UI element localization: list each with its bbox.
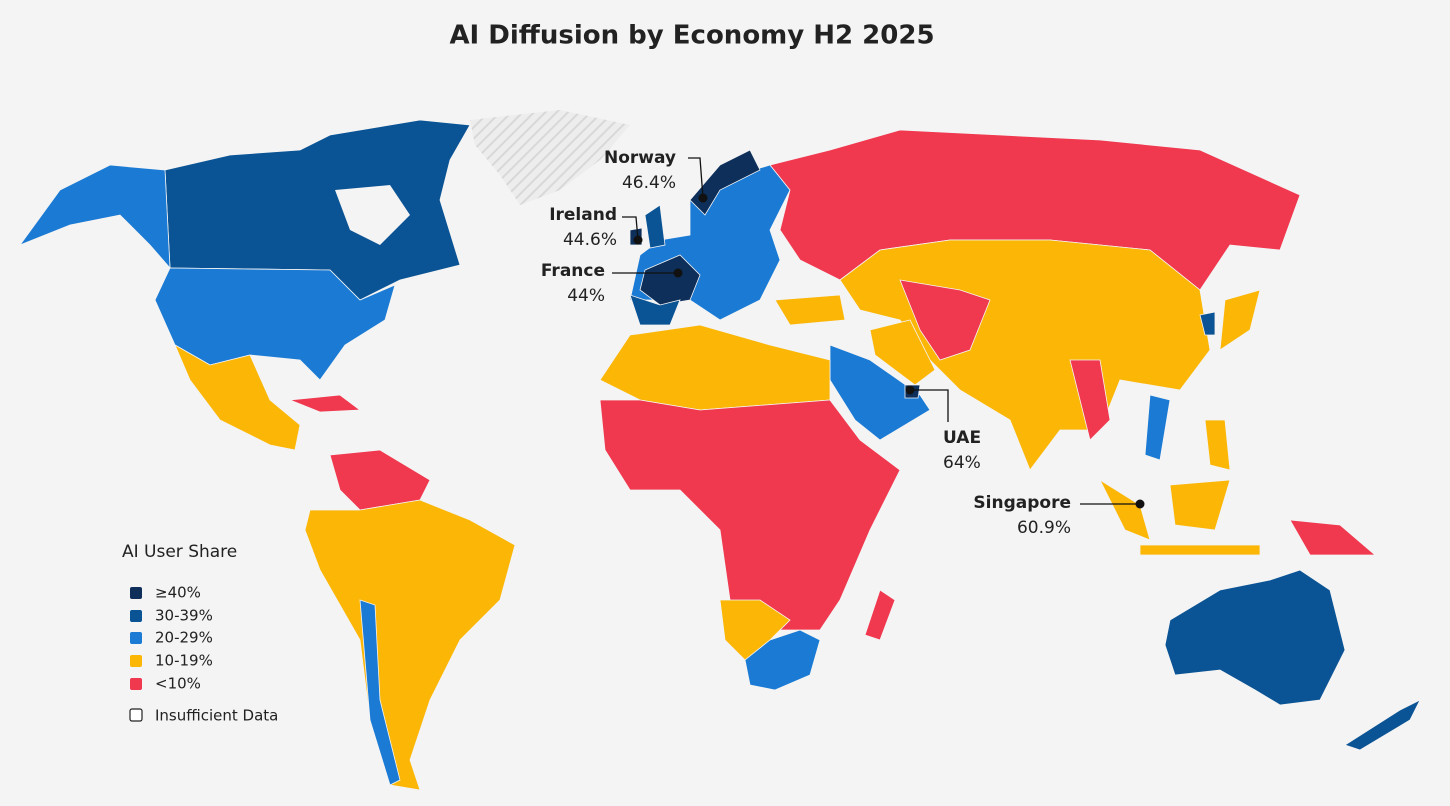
alaska: [18, 164, 171, 270]
world-map: [18, 110, 1421, 791]
cuba: [289, 394, 362, 413]
legend-label: 30-39%: [155, 607, 213, 625]
south-america: [304, 499, 516, 791]
callout-name: France: [541, 261, 605, 281]
callout-value: 60.9%: [1017, 518, 1071, 538]
united-kingdom: [644, 204, 666, 249]
turkey: [774, 294, 846, 326]
legend-swatch: [130, 678, 142, 690]
chile: [359, 599, 401, 786]
callout-dot: [905, 385, 915, 395]
legend-swatch: [130, 632, 142, 644]
vietnam: [1144, 394, 1171, 461]
callout-dot: [633, 235, 643, 245]
greenland: [470, 110, 630, 205]
sumatra: [1099, 478, 1151, 541]
callout-dot: [673, 268, 683, 278]
leader-line: [688, 157, 704, 199]
leader-line: [622, 216, 639, 241]
legend-label: <10%: [155, 675, 201, 693]
java: [1139, 544, 1261, 556]
mexico: [174, 344, 301, 451]
callout-value: 46.4%: [622, 173, 676, 193]
legend-swatch: [130, 655, 142, 667]
south-korea: [1199, 311, 1216, 336]
borneo: [1169, 479, 1231, 531]
france: [639, 254, 701, 306]
legend-label: 20-29%: [155, 629, 213, 647]
central-africa: [599, 399, 901, 631]
australia: [1164, 569, 1346, 706]
spain: [629, 294, 681, 326]
papua-new-guinea: [1289, 519, 1377, 556]
legend-swatch: [130, 610, 142, 622]
legend-swatch: [130, 587, 142, 599]
legend-swatch: [129, 708, 143, 722]
callout-value: 64%: [943, 453, 981, 473]
callout-name: Norway: [604, 148, 676, 168]
legend-label: 10-19%: [155, 652, 213, 670]
leader-line: [910, 389, 949, 422]
legend-label: ≥40%: [155, 584, 201, 602]
iran: [869, 319, 936, 386]
hudson-bay: [335, 185, 410, 245]
callout-name: Ireland: [549, 205, 617, 225]
norway: [689, 149, 761, 216]
central-asia: [899, 279, 991, 361]
callout-name: UAE: [943, 428, 981, 448]
saudi-arabia: [829, 344, 931, 441]
callout-dot: [698, 193, 708, 203]
new-zealand: [1344, 699, 1421, 751]
callout-value: 44%: [567, 286, 605, 306]
callouts: [612, 157, 1140, 505]
japan: [1219, 289, 1261, 351]
legend-title: AI User Share: [122, 542, 237, 562]
philippines: [1204, 419, 1231, 471]
south-africa: [744, 629, 821, 691]
myanmar: [1069, 359, 1111, 441]
north-africa: [599, 324, 831, 411]
callout-value: 44.6%: [563, 230, 617, 250]
callout-dot: [1135, 499, 1145, 509]
legend-label: Insufficient Data: [155, 707, 278, 725]
callout-name: Singapore: [973, 493, 1071, 513]
madagascar: [864, 589, 896, 641]
legend: AI User Share Insufficient Data: [122, 542, 278, 725]
chart-title: AI Diffusion by Economy H2 2025: [449, 21, 934, 51]
